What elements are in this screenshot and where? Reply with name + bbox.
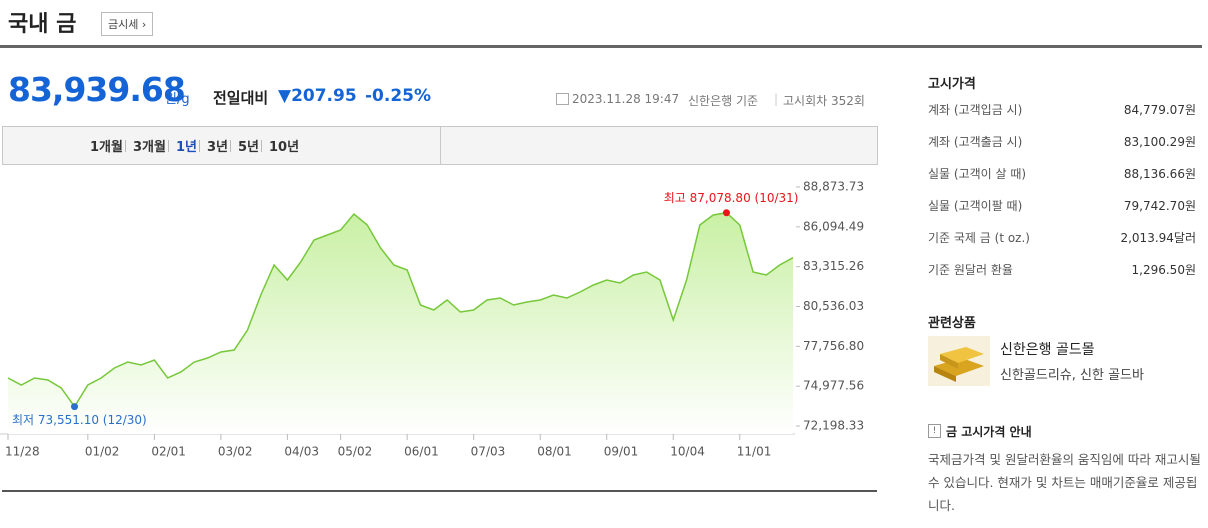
calendar-icon <box>556 93 569 105</box>
x-tick-label: 03/02 <box>218 445 253 459</box>
price-value: 79,742.70원 <box>1123 199 1196 213</box>
range-tab[interactable]: 3개월 <box>132 140 166 155</box>
price-label: 계좌 (고객출금 시) <box>928 135 1023 149</box>
notice-title: 금 고시가격 안내 <box>946 425 1032 439</box>
header-rule <box>0 45 1202 48</box>
x-tick-label: 11/28 <box>5 445 40 459</box>
high-marker <box>722 209 730 217</box>
price-label: 기준 원달러 환율 <box>928 263 1013 277</box>
price-value: 84,779.07원 <box>1123 103 1196 117</box>
price-row: 기준 국제 금 (t oz.) 2,013.94달러 <box>928 229 1196 246</box>
y-tick-label: 77,756.80 <box>803 339 864 353</box>
x-tick-label: 04/03 <box>284 445 319 459</box>
price-row: 계좌 (고객입금 시) 84,779.07원 <box>928 101 1196 118</box>
x-tick-label: 09/01 <box>604 445 639 459</box>
y-tick-label: 83,315.26 <box>803 259 864 273</box>
price-value: 1,296.50원 <box>1131 263 1196 277</box>
tab-separator <box>124 140 126 152</box>
quote-source: 신한은행 기준 <box>688 94 759 108</box>
x-tick-label: 10/04 <box>670 445 705 459</box>
product-sub: 신한골드리슈, 신한 골드바 <box>1000 368 1144 383</box>
low-label: 최저 73,551.10 (12/30) <box>12 413 147 427</box>
price-label: 기준 국제 금 (t oz.) <box>928 231 1030 245</box>
price-value: 88,136.66원 <box>1123 167 1196 181</box>
separator: | <box>774 92 779 106</box>
y-tick-label: 86,094.49 <box>803 219 864 233</box>
prices-title: 고시가격 <box>928 77 976 92</box>
quote-time: 2023.11.28 19:47 <box>572 92 680 106</box>
price-row: 실물 (고객이팔 때) 79,742.70원 <box>928 197 1196 214</box>
bottom-rule <box>2 490 877 492</box>
page-title: 국내 금 <box>8 12 77 37</box>
tab-separator <box>229 140 231 152</box>
x-tick-label: 08/01 <box>537 445 572 459</box>
price-line <box>7 211 794 408</box>
price-label: 실물 (고객이 살 때) <box>928 167 1027 181</box>
price-row: 실물 (고객이 살 때) 88,136.66원 <box>928 165 1196 182</box>
price-label: 계좌 (고객입금 시) <box>928 103 1023 117</box>
gold-price-button[interactable]: 금시세 › <box>101 12 154 36</box>
y-tick-label: 74,977.56 <box>803 379 864 393</box>
tab-separator <box>167 140 169 152</box>
x-tick-label: 11/01 <box>737 445 772 459</box>
range-tab[interactable]: 1개월 <box>90 140 123 155</box>
tab-divider <box>440 127 441 164</box>
range-tab[interactable]: 3년 <box>206 140 228 155</box>
price-value: 83,100.29원 <box>1123 135 1196 149</box>
x-tick-label: 02/01 <box>151 445 186 459</box>
product-link[interactable]: 신한은행 골드몰 <box>1000 342 1095 358</box>
notice-icon: ! <box>928 424 941 438</box>
price-label: 실물 (고객이팔 때) <box>928 199 1023 213</box>
x-tick-label: 05/02 <box>338 445 373 459</box>
notice-text: 국제금가격 및 원달러환율의 움직임에 따라 재고시될 수 있습니다. 현재가 … <box>928 452 1201 513</box>
range-tab[interactable]: 10년 <box>268 140 300 155</box>
price-row: 기준 원달러 환율 1,296.50원 <box>928 261 1196 278</box>
quote-round: 고시회차 352회 <box>783 94 865 108</box>
price-unit: 원/g <box>165 92 190 107</box>
change: ▼207.95 <box>278 86 357 106</box>
price-value: 2,013.94달러 <box>1120 231 1196 245</box>
area-fill <box>8 212 793 434</box>
x-tick-label: 07/03 <box>471 445 506 459</box>
high-label: 최고 87,078.80 (10/31) <box>664 191 799 205</box>
y-tick-label: 72,198.33 <box>803 419 864 433</box>
y-tick-label: 88,873.73 <box>803 180 864 194</box>
range-tab[interactable]: 1년 <box>175 140 197 155</box>
price: 83,939.68 <box>8 70 186 109</box>
change-pct: -0.25% <box>365 86 432 106</box>
change-label: 전일대비 <box>213 89 269 107</box>
chart: 72,198.33 74,977.56 77,756.80 80,536.03 83,3… <box>0 180 864 459</box>
low-marker <box>71 403 79 411</box>
y-tick-label: 80,536.03 <box>803 299 864 313</box>
tab-separator <box>198 140 200 152</box>
tab-separator <box>260 140 262 152</box>
x-tick-label: 06/01 <box>404 445 439 459</box>
product-image <box>928 336 990 386</box>
price-row: 계좌 (고객출금 시) 83,100.29원 <box>928 133 1196 150</box>
range-tab[interactable]: 5년 <box>237 140 259 155</box>
x-tick-label: 01/02 <box>85 445 120 459</box>
related-title: 관련상품 <box>928 316 976 331</box>
